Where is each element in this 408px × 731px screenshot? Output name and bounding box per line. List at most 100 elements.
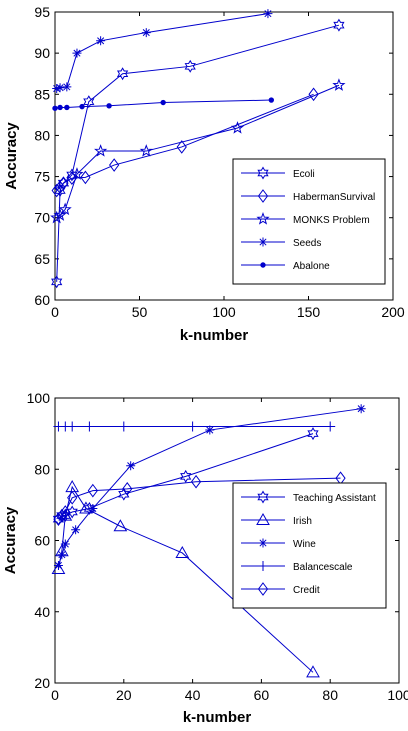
data-point-diamond [122,482,133,496]
x-tick-label: 50 [132,304,148,320]
legend-label: Abalone [293,261,330,272]
legend-sample-marker [258,561,268,571]
data-point-asterisk [96,36,106,46]
data-point-pentagram [332,78,346,91]
legend-label: HabermanSurvival [293,192,375,203]
data-point-asterisk [60,539,70,549]
legend-entry: Seeds [241,237,321,249]
data-point-asterisk [141,28,151,38]
data-point-dot [64,104,70,111]
data-point-hexagram [184,59,196,73]
legend-sample-marker [257,490,269,504]
data-point-asterisk [57,550,67,560]
legend-label: Wine [293,539,316,550]
data-point-diamond [51,183,62,198]
data-point-triangle [79,501,93,514]
data-point-pentagram [139,144,153,157]
chart-2: 0 20 40 60 80 10020406080100k-numberAccuracyT… [2,390,408,726]
data-point-diamond [53,512,64,526]
legend-sample-marker [258,538,268,548]
legend-entry: Balancescale [241,561,353,573]
legend-entry: Ecoli [241,166,315,180]
legend-entry: Teaching Assistant [241,490,376,504]
y-tick-label: 100 [27,390,51,406]
data-point-plus [325,421,336,432]
x-tick-label: 0 [51,304,59,320]
legend-label: Teaching Assistant [293,493,376,504]
legend-sample-marker [257,166,269,180]
legend-entry: Irish [241,512,312,527]
x-tick-label: 20 [116,687,132,703]
legend-entry: Abalone [241,261,330,272]
data-point-dot [57,104,63,111]
series-line [56,84,340,219]
legend-entry: HabermanSurvival [241,189,375,203]
data-point-hexagram [59,509,71,523]
legend: Ecoli HabermanSurvival MONKS Problem Seeds A… [232,158,386,285]
y-tick-label: 75 [34,169,50,185]
y-tick-label: 60 [34,292,50,308]
data-point-diamond [60,505,71,519]
data-point-plus [84,421,95,432]
data-point-hexagram [180,469,192,483]
data-point-dot [268,97,275,103]
data-point-pentagram [53,208,67,221]
data-point-asterisk [88,503,98,513]
data-point-diamond [56,508,68,523]
data-point-asterisk [62,82,72,92]
data-point-hexagram [83,95,95,109]
data-point-diamond [308,87,319,102]
data-point-diamond [109,158,120,172]
legend-label: Ecoli [293,169,315,180]
y-tick-label: 90 [34,45,50,61]
y-tick-label: 65 [34,251,50,267]
legend-entry: Credit [241,582,320,596]
legend-sample-marker [256,212,270,225]
legend-box [232,158,386,285]
series-line [57,408,362,566]
legend-sample-marker [257,189,269,203]
y-tick-label: 85 [34,86,50,102]
y-axis-label: Accuracy [3,122,20,190]
data-point-pentagram [70,167,84,180]
series-seeds [52,9,273,94]
data-point-pentagram [58,202,72,216]
data-point-diamond [190,474,202,489]
data-point-dot [79,103,85,110]
legend-label: Irish [293,516,312,527]
data-point-triangle [175,545,190,558]
legend-sample-marker [258,237,268,247]
data-point-dot [160,99,166,106]
data-point-diamond [67,490,78,505]
legend-entry: Wine [241,538,316,550]
x-tick-label: 200 [381,304,405,320]
data-point-dot [106,103,112,109]
data-point-hexagram [51,275,63,289]
legend-sample-marker [260,262,266,268]
data-point-hexagram [116,67,129,81]
data-point-pentagram [230,121,245,134]
data-point-asterisk [263,9,273,19]
series-abalone [52,97,275,111]
y-tick-label: 60 [34,533,50,549]
data-point-triangle [306,665,320,678]
data-point-asterisk [52,84,62,94]
x-axis-label: k-number [180,327,249,344]
series-wine [53,404,366,570]
legend-label: Credit [293,585,320,596]
data-point-diamond [80,170,91,185]
x-tick-label: 60 [254,687,270,703]
legend: Teaching Assistant Irish Wine Balancescale C… [232,482,387,609]
y-tick-label: 80 [34,127,50,143]
data-point-plus [187,421,198,432]
x-tick-label: 100 [387,687,408,703]
series-monks-problem [50,78,346,224]
data-point-hexagram [307,427,319,441]
x-tick-label: 0 [51,687,59,703]
data-point-diamond [54,180,66,195]
data-point-asterisk [71,525,81,535]
data-point-asterisk [126,461,136,471]
y-tick-label: 80 [34,461,50,477]
x-tick-label: 150 [297,304,321,320]
